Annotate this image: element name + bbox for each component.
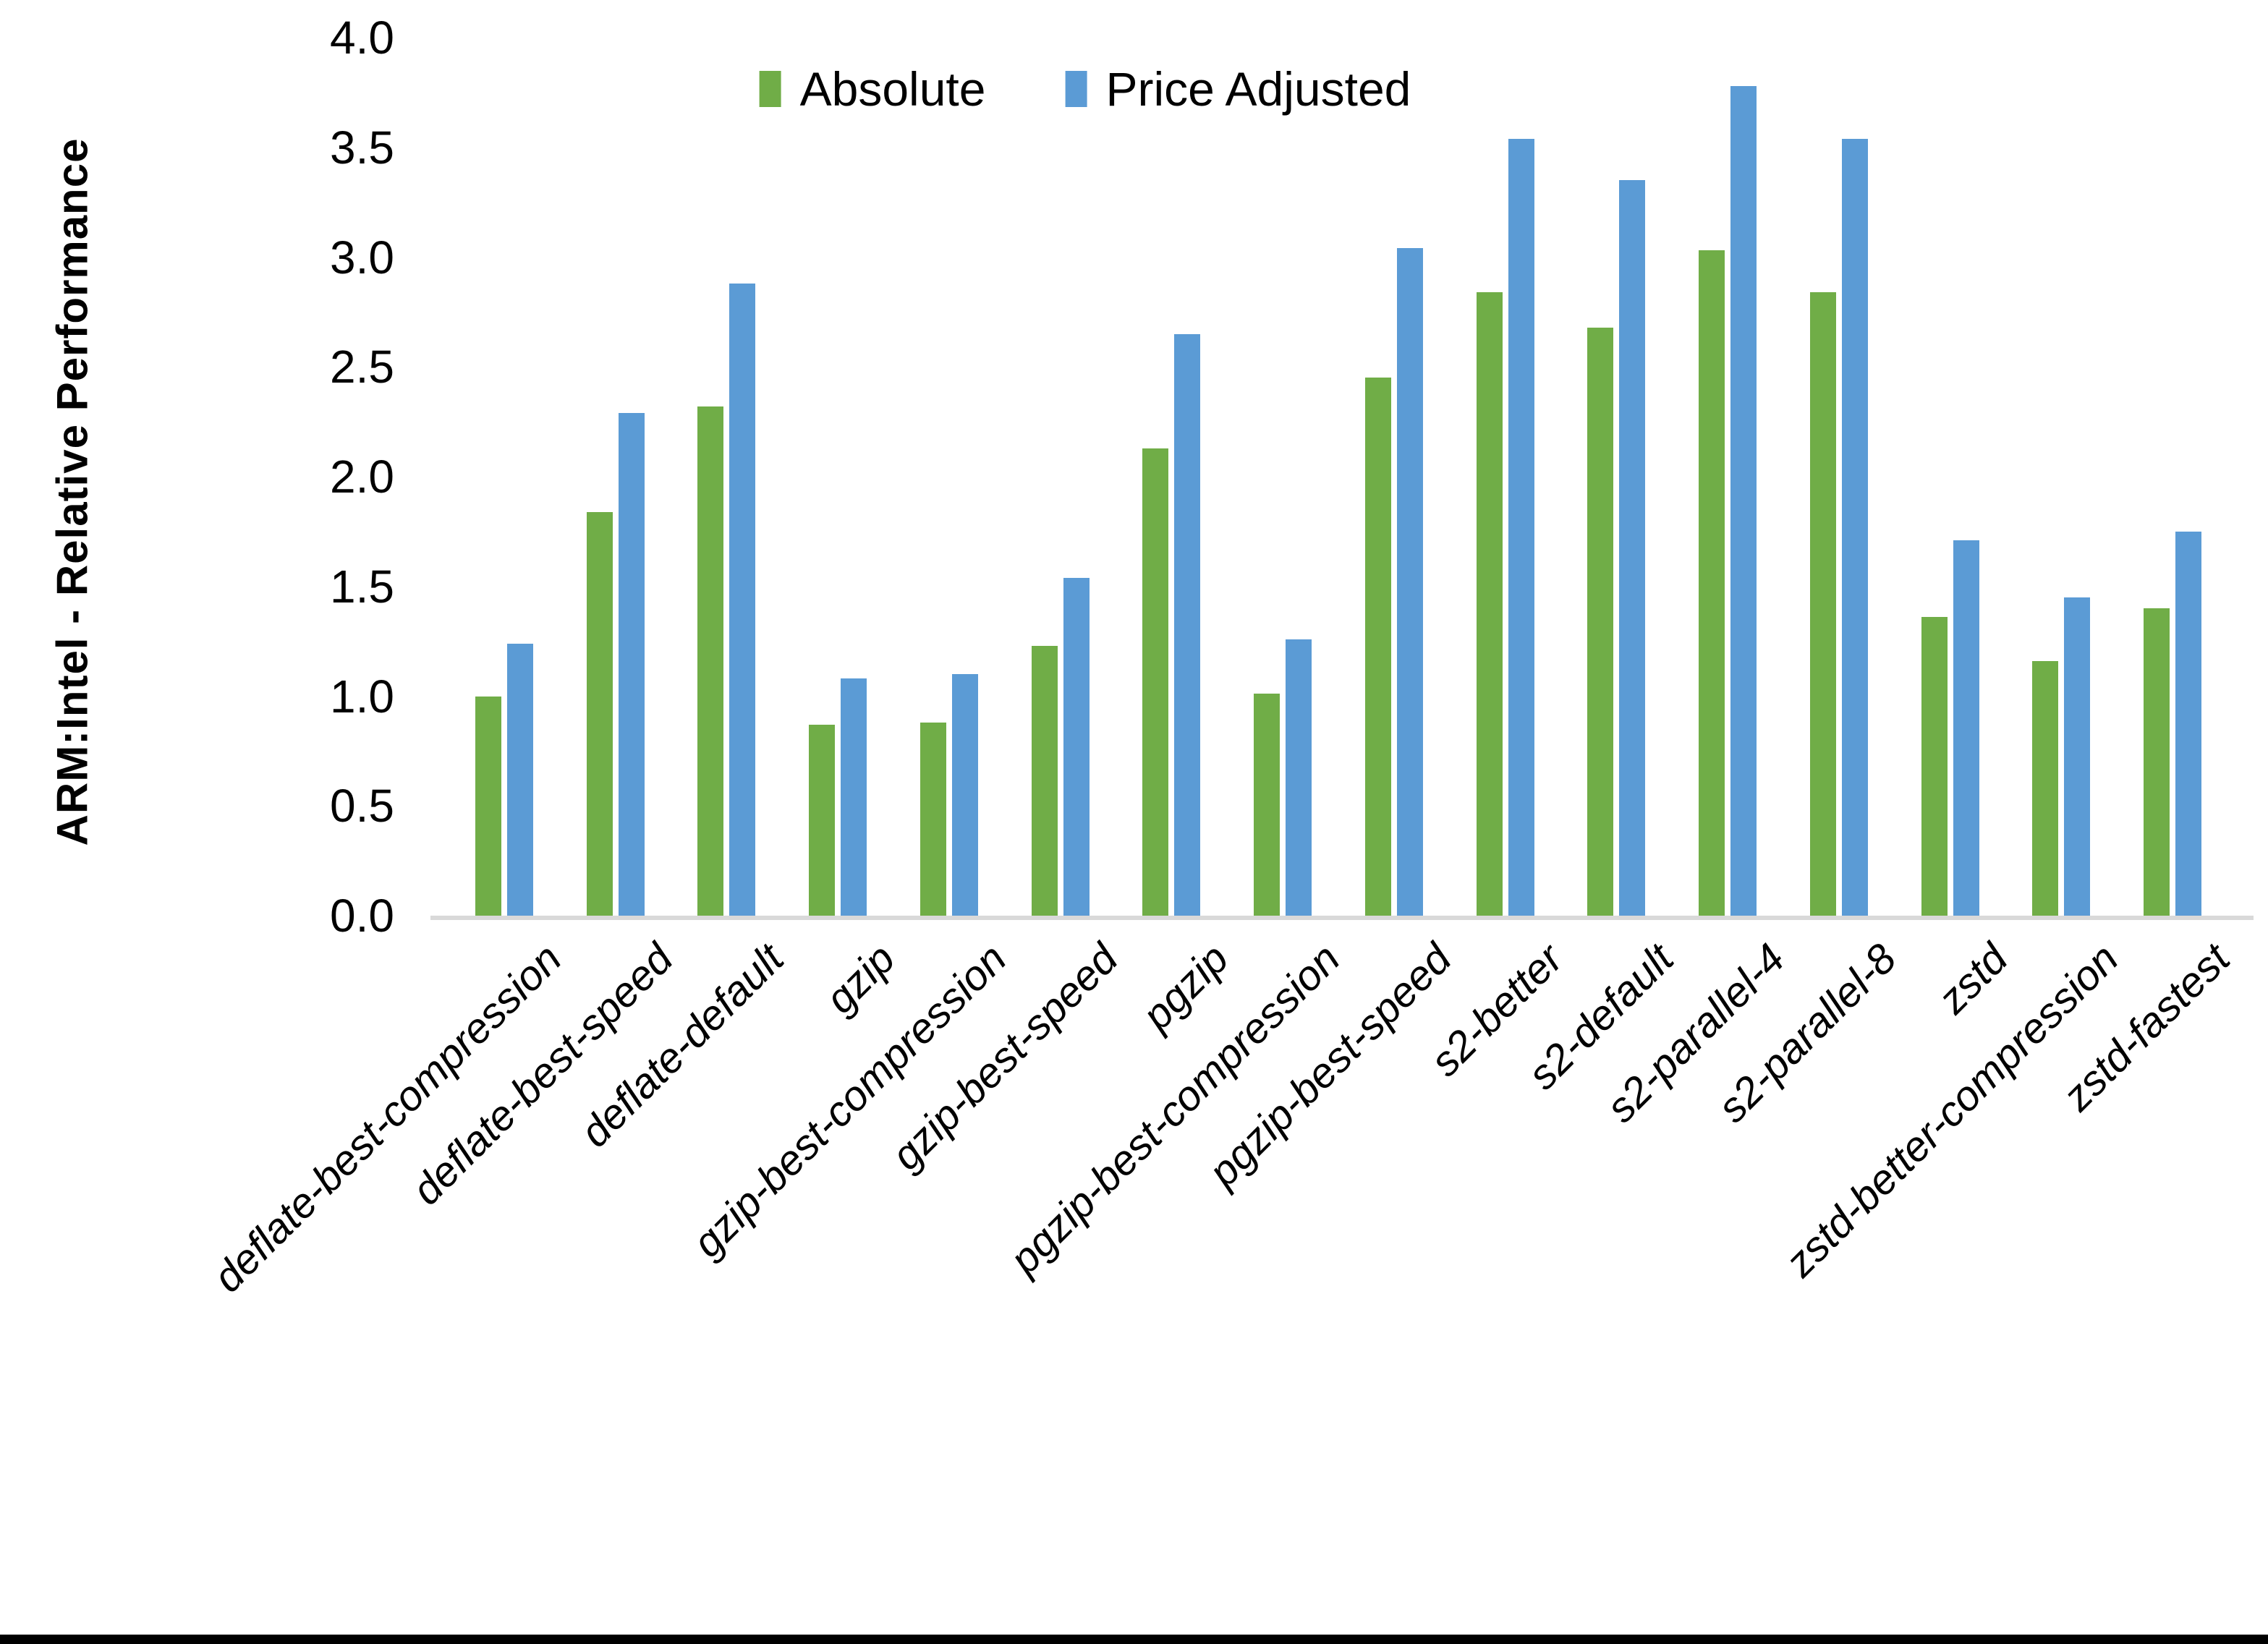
bar-price-adjusted bbox=[1286, 639, 1312, 916]
y-tick-label: 4.0 bbox=[330, 12, 394, 64]
bar-group bbox=[1476, 38, 1534, 916]
bar-price-adjusted bbox=[1396, 248, 1423, 916]
bar-price-adjusted bbox=[951, 674, 978, 916]
legend-item-absolute: Absolute bbox=[759, 61, 986, 116]
bar-absolute bbox=[809, 724, 836, 916]
x-axis-line bbox=[430, 916, 2254, 920]
legend-label-price-adjusted: Price Adjusted bbox=[1105, 62, 1411, 116]
bar-price-adjusted bbox=[618, 413, 645, 916]
legend-swatch-absolute-icon bbox=[759, 71, 781, 107]
bar-group bbox=[1921, 38, 1979, 916]
bar-absolute bbox=[1364, 378, 1391, 916]
bar-group bbox=[2032, 38, 2091, 916]
bar-price-adjusted bbox=[1063, 577, 1090, 916]
bar-group bbox=[1142, 38, 1201, 916]
bar-absolute bbox=[1031, 645, 1058, 916]
bar-group bbox=[475, 38, 533, 916]
bar-price-adjusted bbox=[1619, 180, 1646, 916]
bar-absolute bbox=[2144, 608, 2170, 916]
y-axis-tick-labels: 4.0 3.5 3.0 2.5 2.0 1.5 1.0 0.5 0.0 bbox=[0, 12, 394, 942]
bar-group bbox=[2144, 38, 2202, 916]
bar-price-adjusted bbox=[841, 678, 867, 916]
bar-group bbox=[697, 38, 756, 916]
legend-item-price-adjusted: Price Adjusted bbox=[1065, 61, 1411, 116]
bar-absolute bbox=[919, 722, 946, 916]
bar-absolute bbox=[586, 511, 613, 916]
bar-group bbox=[1587, 38, 1646, 916]
bar-price-adjusted bbox=[1508, 138, 1534, 916]
bar-absolute bbox=[1809, 292, 1836, 916]
bar-price-adjusted bbox=[729, 283, 756, 916]
bar-price-adjusted bbox=[2064, 597, 2091, 916]
bar-price-adjusted bbox=[1953, 540, 1979, 916]
plot-area bbox=[449, 38, 2228, 916]
bar-price-adjusted bbox=[506, 643, 533, 916]
bar-absolute bbox=[1254, 694, 1280, 916]
y-tick-label: 1.0 bbox=[330, 670, 394, 723]
x-axis-label: zstd bbox=[1929, 934, 2017, 1023]
bar-group bbox=[809, 38, 867, 916]
y-tick-label: 1.5 bbox=[330, 560, 394, 613]
bar-group bbox=[919, 38, 978, 916]
bar-absolute bbox=[1142, 448, 1169, 916]
bar-group bbox=[586, 38, 645, 916]
bar-absolute bbox=[2032, 660, 2059, 916]
bar-absolute bbox=[697, 406, 724, 916]
y-tick-label: 0.0 bbox=[330, 890, 394, 942]
bar-group bbox=[1699, 38, 1757, 916]
legend-label-absolute: Absolute bbox=[799, 62, 986, 116]
y-tick-label: 0.5 bbox=[330, 780, 394, 832]
bar-price-adjusted bbox=[1730, 85, 1757, 916]
y-tick-label: 2.5 bbox=[330, 341, 394, 393]
bar-absolute bbox=[475, 696, 501, 916]
y-tick-label: 3.5 bbox=[330, 121, 394, 174]
legend: Absolute Price Adjusted bbox=[759, 61, 1411, 116]
bar-group bbox=[1809, 38, 1868, 916]
bottom-border-bar bbox=[0, 1635, 2268, 1644]
bar-absolute bbox=[1476, 292, 1503, 916]
bar-absolute bbox=[1921, 617, 1948, 916]
bar-group bbox=[1364, 38, 1423, 916]
x-axis-label: gzip bbox=[816, 934, 904, 1023]
bar-group bbox=[1031, 38, 1090, 916]
x-axis-labels: deflate-best-compression deflate-best-spe… bbox=[204, 934, 2239, 1614]
legend-swatch-price-adjusted-icon bbox=[1065, 71, 1087, 107]
y-tick-label: 3.0 bbox=[330, 231, 394, 284]
y-tick-label: 2.0 bbox=[330, 451, 394, 503]
bar-price-adjusted bbox=[1841, 138, 1868, 916]
bar-absolute bbox=[1699, 250, 1725, 916]
bar-price-adjusted bbox=[1174, 333, 1201, 916]
x-axis-label: pgzip bbox=[1134, 934, 1239, 1039]
bar-group bbox=[1254, 38, 1312, 916]
bar-absolute bbox=[1587, 327, 1614, 916]
bar-price-adjusted bbox=[2175, 531, 2202, 916]
